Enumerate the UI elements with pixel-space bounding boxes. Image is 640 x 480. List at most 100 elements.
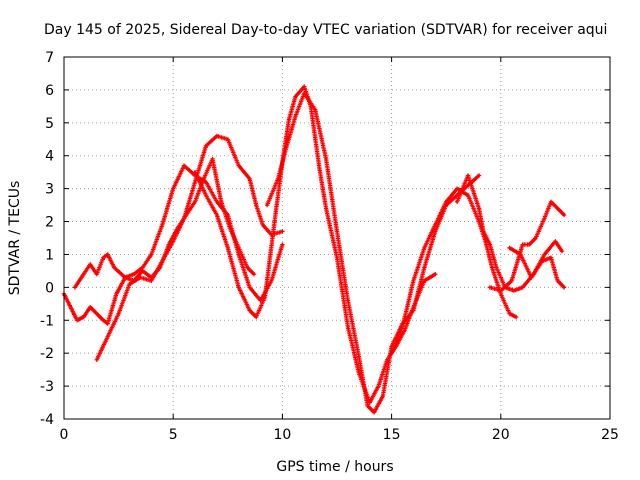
data-point (193, 200, 197, 203)
data-point (248, 309, 251, 312)
data-point (543, 217, 546, 220)
y-tick-label: 1 (45, 247, 54, 263)
data-point (270, 279, 273, 282)
data-point (346, 325, 350, 329)
data-point (95, 273, 99, 276)
data-point (226, 138, 229, 141)
y-tick-label: -1 (40, 313, 54, 329)
data-point (543, 253, 546, 256)
data-point (455, 194, 459, 197)
series-sat-D (192, 84, 438, 405)
y-tick-label: 7 (45, 50, 54, 66)
y-tick-label: 6 (45, 83, 54, 99)
data-point (403, 328, 406, 332)
x-tick-label: 20 (492, 427, 510, 443)
data-point (434, 273, 437, 276)
data-point (106, 322, 109, 325)
data-point (182, 217, 186, 220)
data-point (237, 286, 240, 289)
data-point (423, 266, 426, 269)
data-point (377, 384, 380, 388)
series-sat-H (487, 199, 567, 293)
data-point (521, 286, 524, 289)
data-point (246, 266, 249, 269)
y-tick-label: 5 (45, 116, 54, 132)
x-axis-label: GPS time / hours (276, 459, 393, 475)
data-point (303, 85, 306, 88)
data-point (482, 230, 485, 233)
y-tick-label: 4 (45, 149, 54, 165)
data-point (193, 171, 197, 174)
data-point (281, 243, 284, 246)
data-point (335, 256, 339, 259)
data-point (434, 223, 437, 226)
data-point (132, 273, 136, 276)
data-point (521, 243, 524, 246)
data-point (519, 253, 522, 256)
data-point (488, 286, 492, 289)
data-point (423, 246, 426, 250)
data-point (255, 203, 258, 207)
data-point (95, 312, 99, 315)
data-point (445, 200, 448, 203)
data-point (215, 200, 219, 203)
data-point (128, 282, 131, 286)
data-point (150, 253, 153, 256)
data-point (69, 305, 72, 309)
data-point (499, 292, 502, 296)
data-point (488, 243, 492, 246)
data-point (204, 180, 208, 184)
data-point (139, 276, 142, 279)
y-tick-label: 3 (45, 182, 54, 198)
data-point (73, 286, 77, 289)
data-point (346, 299, 350, 302)
data-point (528, 243, 531, 246)
data-point (314, 108, 317, 111)
y-tick-label: 0 (45, 280, 54, 296)
data-point (150, 279, 153, 282)
data-point (263, 296, 267, 299)
data-point (412, 279, 415, 282)
data-point (172, 240, 175, 243)
chart-title: Day 145 of 2025, Sidereal Day-to-day VTE… (44, 22, 607, 38)
data-point (102, 256, 105, 259)
data-point (549, 256, 553, 259)
data-point (512, 289, 516, 292)
data-point (455, 200, 459, 203)
data-point (549, 200, 553, 203)
data-point (259, 299, 262, 302)
data-point (285, 144, 288, 148)
data-point (466, 194, 470, 197)
data-point (117, 312, 120, 315)
series-sat-G (454, 173, 565, 293)
data-point (80, 276, 83, 279)
data-point (318, 167, 321, 171)
x-tick-label: 10 (273, 427, 291, 443)
data-point (89, 263, 92, 266)
data-point (390, 352, 393, 355)
data-point (211, 157, 214, 161)
data-point (541, 259, 544, 263)
data-point (261, 223, 264, 226)
data-point (455, 187, 459, 190)
data-point (335, 230, 339, 233)
data-point (477, 174, 481, 177)
data-point (226, 213, 229, 217)
y-axis-label: SDTVAR / TECUs (7, 181, 23, 296)
y-tick-label: -2 (40, 346, 54, 362)
data-point (248, 177, 251, 180)
data-series-layer (61, 84, 567, 415)
data-point (357, 355, 360, 358)
data-point (252, 273, 256, 276)
data-point (514, 315, 518, 319)
data-point (193, 180, 197, 184)
data-point (237, 164, 240, 167)
data-point (113, 266, 116, 269)
data-point (95, 358, 99, 361)
data-point (215, 134, 219, 138)
series-markers-sat-G (454, 173, 565, 293)
x-tick-label: 15 (383, 427, 401, 443)
data-point (182, 164, 186, 167)
series-sat-I (507, 245, 567, 290)
